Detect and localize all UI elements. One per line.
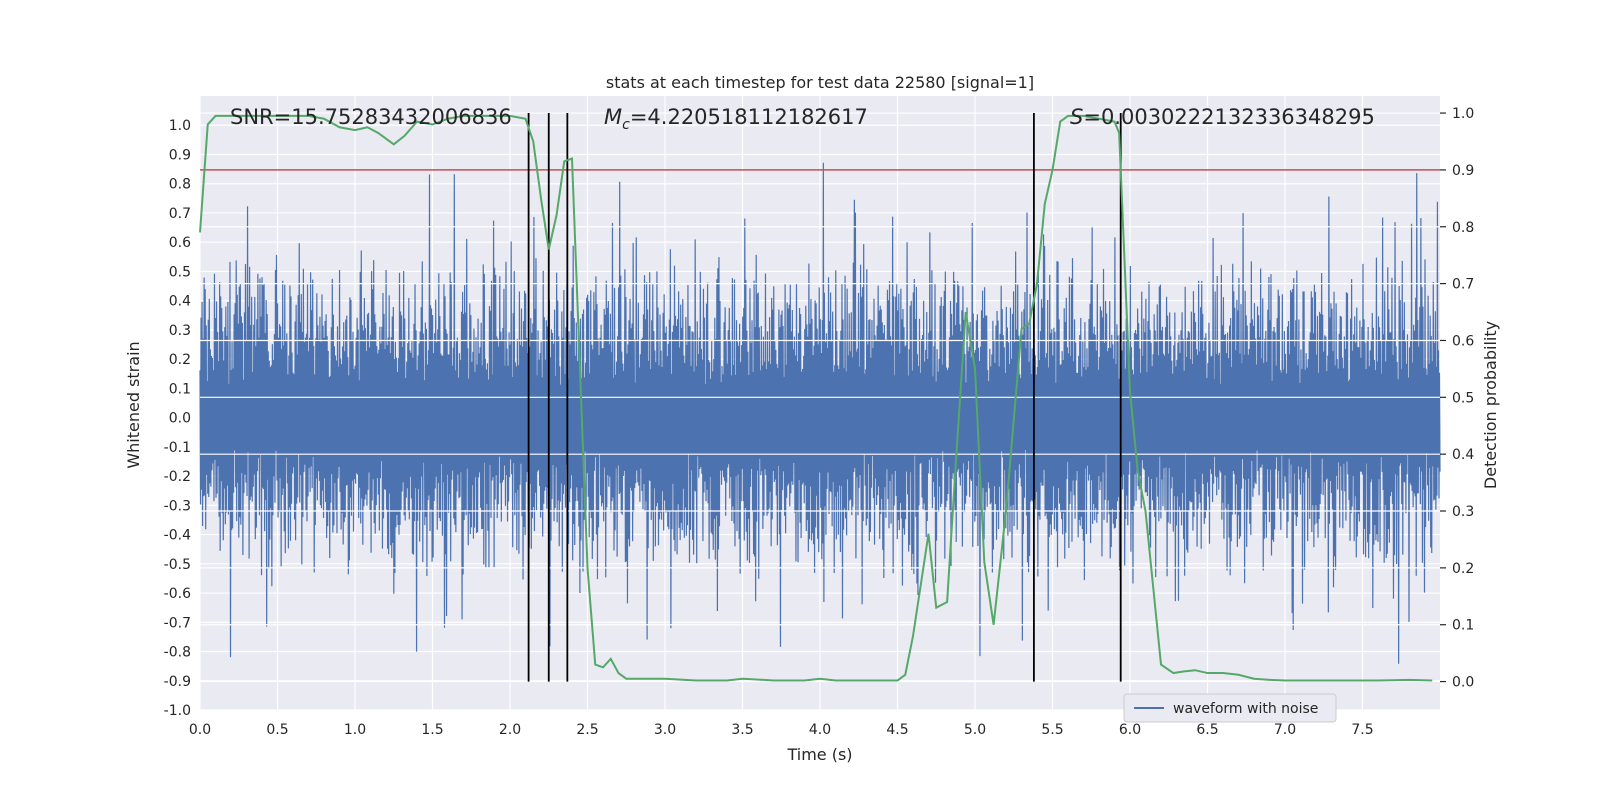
y-left-tick-label: 0.6 (169, 235, 191, 251)
snr-annotation: SNR=15.75283432006836 (230, 105, 512, 129)
x-tick-label: 6.5 (1196, 722, 1218, 738)
legend-entry-waveform: waveform with noise (1173, 701, 1318, 717)
y-left-tick-label: -0.8 (164, 645, 191, 661)
y-left-tick-label: 0.4 (169, 294, 191, 310)
y-left-tick-label: -0.6 (164, 586, 191, 602)
y-left-tick-label: 0.3 (169, 323, 191, 339)
chirp-mass-annotation: Mc=4.220518112182617 (604, 105, 868, 133)
y-left-axis-label: Whitened strain (124, 341, 143, 468)
x-tick-label: 3.5 (731, 722, 753, 738)
y-left-tick-label: -0.9 (164, 674, 191, 690)
y-left-tick-label: -0.1 (164, 440, 191, 456)
series-waveform-with-noise (199, 162, 1441, 664)
s-symbol: S (1070, 105, 1083, 129)
s-annotation: S=0.0030222132336348295 (1070, 105, 1375, 129)
mc-symbol: M (604, 105, 622, 129)
y-left-tick-label: -0.5 (164, 557, 191, 573)
y-left-tick-label: 0.9 (169, 147, 191, 163)
x-tick-label: 5.0 (964, 722, 986, 738)
x-tick-label: 3.0 (654, 722, 676, 738)
y-left-tick-label: 0.2 (169, 352, 191, 368)
y-right-axis-label: Detection probability (1481, 321, 1500, 489)
x-tick-label: 7.0 (1274, 722, 1296, 738)
x-tick-label: 0.0 (189, 722, 211, 738)
y-left-tick-label: 0.5 (169, 264, 191, 280)
x-tick-label: 0.5 (266, 722, 288, 738)
y-right-tick-label: 0.4 (1452, 447, 1474, 463)
y-left-tick-label: -0.7 (164, 615, 191, 631)
x-tick-label: 1.5 (421, 722, 443, 738)
s-value: =0.0030222132336348295 (1083, 105, 1375, 129)
y-left-tick-label: -0.4 (164, 528, 191, 544)
x-axis-ticks: 0.0 0.5 1.0 1.5 2.0 2.5 3.0 3.5 4.0 4.5 5.0 5.5 6.0 6… (189, 722, 1374, 738)
y-left-tick-label: 1.0 (169, 118, 191, 134)
y-left-tick-label: -0.2 (164, 469, 191, 485)
y-left-tick-label: 0.0 (169, 411, 191, 427)
series-detection-probability (199, 114, 1433, 682)
y-right-tick-label: 0.0 (1452, 675, 1474, 691)
y-right-tick-label: 1.0 (1452, 106, 1474, 122)
y-left-tick-label: -0.3 (164, 498, 191, 514)
mc-value: =4.220518112182617 (630, 105, 868, 129)
x-tick-label: 6.0 (1119, 722, 1141, 738)
waveform-line (199, 162, 1441, 664)
y-left-tick-label: -1.0 (164, 703, 191, 719)
y-left-tick-label: 0.7 (169, 206, 191, 222)
vertical-markers (527, 113, 1122, 682)
y-right-axis-ticks: 0.0 0.1 0.2 0.3 0.4 0.5 0.6 0.7 0.8 0.9 1.0 (1440, 106, 1474, 691)
y-left-tick-label: 0.8 (169, 177, 191, 193)
y-left-axis-ticks: -1.0 -0.9 -0.8 -0.7 -0.6 -0.5 -0.4 -0.3 -0.2 -0.1… (164, 118, 191, 719)
y-right-tick-label: 0.8 (1452, 220, 1474, 236)
x-tick-label: 2.0 (499, 722, 521, 738)
x-tick-label: 1.0 (344, 722, 366, 738)
x-tick-label: 7.5 (1351, 722, 1373, 738)
chart-title: stats at each timestep for test data 225… (606, 73, 1034, 92)
mc-subscript: c (622, 117, 630, 133)
y-right-tick-label: 0.7 (1452, 277, 1474, 293)
x-tick-label: 5.5 (1041, 722, 1063, 738)
x-tick-label: 4.0 (809, 722, 831, 738)
x-tick-label: 2.5 (576, 722, 598, 738)
x-axis-label: Time (s) (786, 745, 852, 764)
y-right-tick-label: 0.5 (1452, 390, 1474, 406)
legend: waveform with noise (1123, 693, 1337, 723)
y-right-tick-label: 0.2 (1452, 561, 1474, 577)
y-right-tick-label: 0.9 (1452, 163, 1474, 179)
y-right-tick-label: 0.3 (1452, 504, 1474, 520)
y-right-tick-label: 0.1 (1452, 618, 1474, 634)
y-left-tick-label: 0.1 (169, 381, 191, 397)
legend-box (1123, 693, 1337, 723)
y-right-tick-label: 0.6 (1452, 333, 1474, 349)
x-tick-label: 4.5 (886, 722, 908, 738)
